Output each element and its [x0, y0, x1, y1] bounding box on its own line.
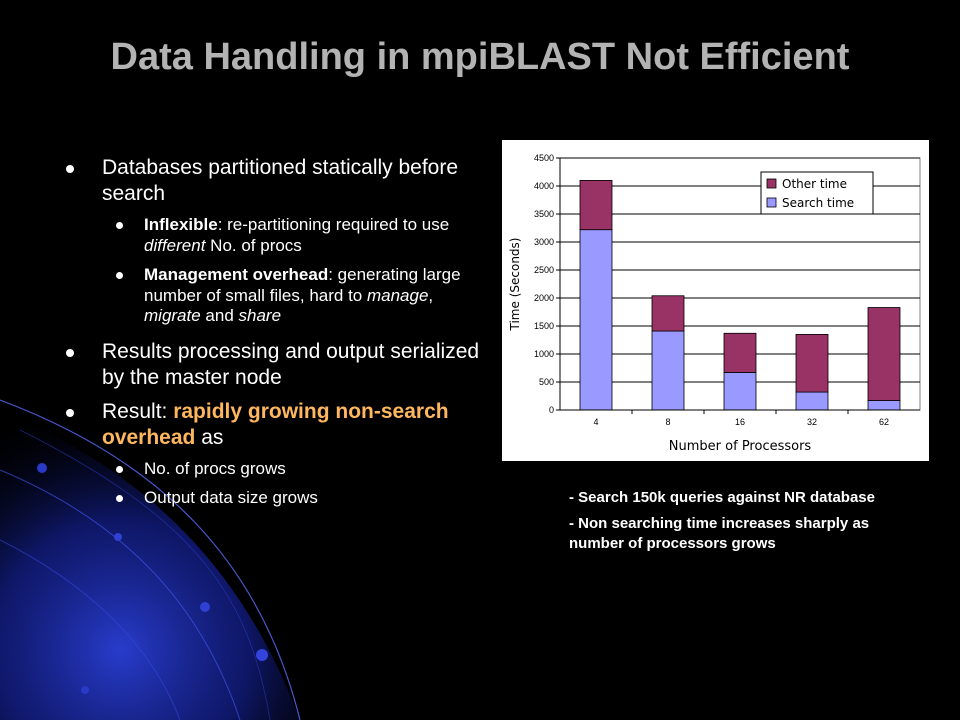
sub-bullet-procs-grows: No. of procs grows [104, 459, 482, 480]
term-management-overhead: Management overhead [144, 265, 329, 284]
sub-bullet-inflexible: Inflexible: re-partitioning required to … [104, 215, 482, 256]
emphasis: migrate [144, 306, 201, 325]
y-tick-label: 1000 [534, 349, 554, 359]
legend-box [760, 171, 874, 215]
note-2: - Non searching time increases sharply a… [569, 515, 870, 552]
bullet-list: Databases partitioned statically before … [62, 155, 482, 518]
bar-search-time [723, 372, 757, 411]
sub-bullet-management-overhead: Management overhead: generating large nu… [104, 265, 482, 327]
x-tick-label: 32 [807, 417, 817, 427]
x-tick-label: 8 [665, 417, 670, 427]
y-tick-label: 0 [549, 405, 554, 415]
y-axis-label: Time (Seconds) [508, 238, 522, 332]
text: , [428, 285, 434, 305]
bar-search-time [651, 330, 685, 411]
x-tick-label: 16 [735, 417, 745, 427]
y-tick-label: 3000 [534, 237, 554, 247]
text: Result: [102, 399, 174, 423]
stacked-bar-chart: 0 500 1000 1500 2000 2500 3000 3500 4000 4500 4 8 16… [508, 153, 921, 454]
legend-swatch [766, 178, 777, 189]
y-tick-label: 4000 [534, 181, 554, 191]
text: as [195, 425, 224, 449]
emphasis: share [238, 306, 282, 325]
y-tick-label: 3500 [534, 209, 554, 219]
y-tick-label: 4500 [534, 153, 554, 163]
notes: - Search 150k queries against NR databas… [569, 488, 889, 560]
bar-search-time [795, 391, 829, 411]
bullet-databases-partitioned: Databases partitioned statically before … [62, 155, 482, 207]
x-tick-label: 62 [879, 417, 889, 427]
text: : generating large number of small files… [144, 265, 461, 305]
x-axis-label: Number of Processors [669, 439, 812, 454]
legend-label: Search time [782, 196, 854, 210]
slide-title: Data Handling in mpiBLAST Not Efficient [110, 36, 850, 78]
text: and [200, 306, 239, 325]
emphasis: manage [366, 285, 429, 305]
emphasis: different [144, 235, 206, 255]
bar-search-time [579, 229, 613, 411]
highlight-text: rapidly growing non-search overhead [102, 399, 449, 449]
legend-swatch [766, 197, 777, 208]
y-tick-label: 2000 [534, 293, 554, 303]
bar-other-time [651, 295, 685, 332]
text: : re-partitioning required to use [217, 215, 450, 234]
bar-search-time [867, 400, 901, 411]
y-tick-label: 1500 [534, 321, 554, 331]
sub-bullet-output-grows: Output data size grows [104, 488, 482, 509]
y-tick-label: 2500 [534, 265, 554, 275]
y-tick-label: 500 [539, 377, 554, 387]
legend-label: Other time [782, 177, 847, 191]
note-1: - Search 150k queries against NR databas… [569, 489, 875, 506]
bar-other-time [795, 333, 829, 393]
text: No. of procs [205, 235, 302, 255]
x-tick-label: 4 [593, 417, 598, 427]
bullet-results-processing: Results processing and output serialized… [62, 339, 482, 391]
bar-other-time [579, 180, 613, 231]
term-inflexible: Inflexible [144, 215, 218, 234]
bar-other-time [867, 307, 901, 401]
chart-panel: 0 500 1000 1500 2000 2500 3000 3500 4000 4500 4 8 16… [502, 140, 929, 461]
bullet-result: Result: rapidly growing non-search overh… [62, 399, 482, 451]
bar-other-time [723, 332, 757, 373]
